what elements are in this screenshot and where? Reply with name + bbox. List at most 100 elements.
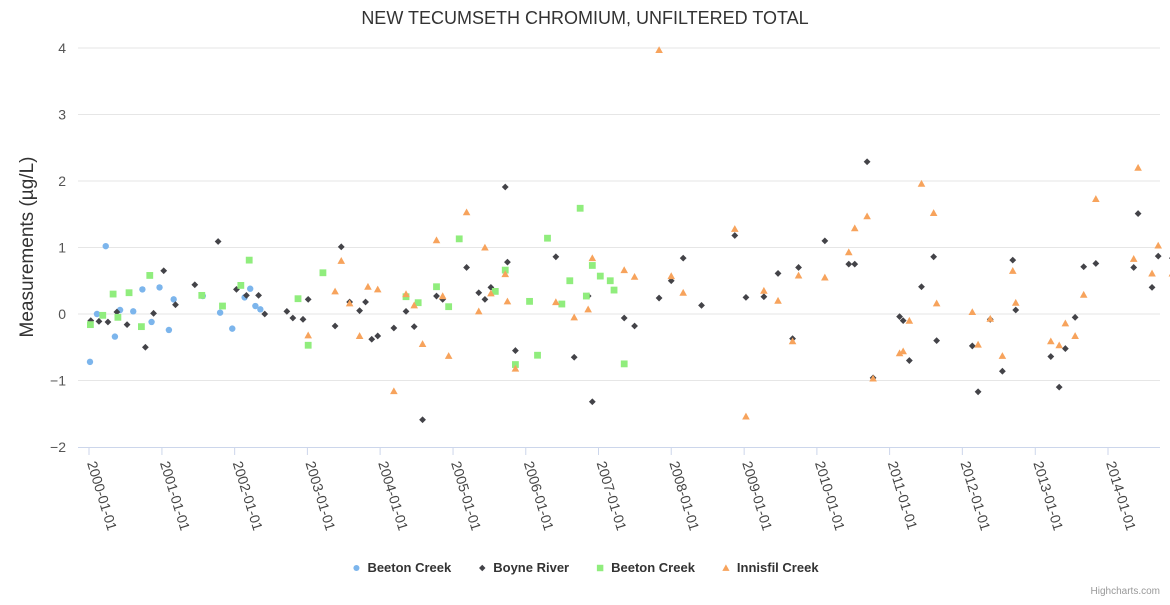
data-point[interactable]: [109, 290, 117, 298]
data-point[interactable]: [998, 352, 1007, 359]
data-point[interactable]: [104, 318, 112, 326]
data-point[interactable]: [501, 270, 510, 278]
data-point[interactable]: [374, 332, 382, 340]
data-point[interactable]: [410, 301, 418, 309]
data-point[interactable]: [438, 292, 447, 300]
data-point[interactable]: [760, 286, 768, 294]
data-point[interactable]: [390, 387, 398, 395]
data-point[interactable]: [932, 299, 941, 307]
data-point[interactable]: [219, 302, 226, 310]
data-point[interactable]: [481, 243, 489, 251]
data-point[interactable]: [355, 332, 364, 339]
data-point[interactable]: [655, 46, 663, 54]
data-point[interactable]: [742, 412, 750, 420]
data-point[interactable]: [410, 323, 418, 331]
data-point[interactable]: [139, 286, 146, 293]
data-point[interactable]: [123, 321, 131, 329]
data-point[interactable]: [261, 310, 269, 318]
data-point[interactable]: [1047, 353, 1055, 360]
data-point[interactable]: [576, 204, 584, 212]
data-point[interactable]: [905, 316, 914, 324]
data-point[interactable]: [896, 313, 903, 321]
legend-item-1[interactable]: Boyne River: [479, 560, 569, 575]
data-point[interactable]: [1009, 256, 1017, 264]
data-point[interactable]: [588, 262, 596, 269]
data-point[interactable]: [844, 248, 853, 256]
data-point[interactable]: [331, 322, 339, 330]
data-point[interactable]: [1148, 284, 1156, 291]
data-point[interactable]: [679, 288, 687, 296]
data-point[interactable]: [929, 209, 938, 216]
data-point[interactable]: [390, 324, 398, 332]
data-point[interactable]: [138, 323, 145, 331]
data-point[interactable]: [130, 308, 137, 315]
data-point[interactable]: [1148, 269, 1156, 277]
data-point[interactable]: [610, 286, 618, 294]
data-point[interactable]: [1129, 255, 1138, 262]
data-point[interactable]: [968, 342, 976, 350]
data-point[interactable]: [229, 325, 236, 332]
data-point[interactable]: [1055, 383, 1063, 391]
data-point[interactable]: [742, 293, 750, 301]
data-point[interactable]: [851, 260, 859, 268]
data-point[interactable]: [191, 281, 199, 289]
data-point[interactable]: [414, 299, 422, 307]
data-point[interactable]: [1134, 163, 1142, 171]
data-point[interactable]: [172, 301, 179, 309]
data-point[interactable]: [774, 296, 782, 304]
data-point[interactable]: [337, 243, 345, 251]
data-point[interactable]: [1012, 306, 1020, 314]
data-point[interactable]: [345, 299, 354, 307]
data-point[interactable]: [544, 234, 551, 242]
data-point[interactable]: [1080, 263, 1088, 271]
data-point[interactable]: [86, 358, 94, 366]
data-point[interactable]: [289, 314, 297, 322]
data-point[interactable]: [1092, 195, 1100, 202]
data-point[interactable]: [356, 307, 363, 315]
data-point[interactable]: [148, 318, 155, 326]
data-point[interactable]: [534, 351, 541, 359]
legend-item-3[interactable]: Innisfil Creek: [722, 560, 819, 575]
data-point[interactable]: [620, 314, 628, 322]
data-point[interactable]: [481, 295, 489, 303]
data-point[interactable]: [141, 343, 149, 351]
data-point[interactable]: [95, 317, 103, 325]
data-point[interactable]: [433, 292, 440, 300]
data-point[interactable]: [255, 291, 262, 299]
data-point[interactable]: [245, 256, 253, 264]
data-point[interactable]: [150, 309, 157, 317]
data-point[interactable]: [620, 360, 628, 368]
data-point[interactable]: [455, 235, 463, 243]
data-point[interactable]: [304, 295, 312, 303]
data-point[interactable]: [102, 242, 109, 250]
data-point[interactable]: [795, 264, 802, 271]
data-point[interactable]: [794, 271, 803, 279]
data-point[interactable]: [146, 272, 154, 279]
data-point[interactable]: [501, 183, 509, 191]
data-point[interactable]: [373, 285, 382, 293]
data-point[interactable]: [588, 398, 596, 406]
data-point[interactable]: [558, 300, 566, 308]
data-point[interactable]: [679, 254, 687, 262]
data-point[interactable]: [113, 308, 121, 316]
data-point[interactable]: [433, 283, 440, 291]
data-point[interactable]: [114, 313, 122, 321]
data-point[interactable]: [418, 340, 427, 347]
data-point[interactable]: [1134, 210, 1142, 217]
legend-item-0[interactable]: Beeton Creek: [353, 560, 452, 575]
data-point[interactable]: [402, 290, 410, 298]
data-point[interactable]: [1071, 313, 1079, 321]
data-point[interactable]: [899, 317, 907, 325]
data-point[interactable]: [566, 277, 574, 285]
data-point[interactable]: [869, 374, 877, 382]
data-point[interactable]: [294, 295, 302, 303]
data-point[interactable]: [283, 307, 291, 315]
data-point[interactable]: [698, 301, 705, 309]
data-point[interactable]: [606, 277, 614, 285]
data-point[interactable]: [588, 254, 597, 262]
data-point[interactable]: [214, 238, 222, 245]
data-point[interactable]: [552, 298, 560, 306]
data-point[interactable]: [1047, 337, 1055, 345]
data-point[interactable]: [512, 361, 519, 368]
data-point[interactable]: [998, 367, 1006, 375]
